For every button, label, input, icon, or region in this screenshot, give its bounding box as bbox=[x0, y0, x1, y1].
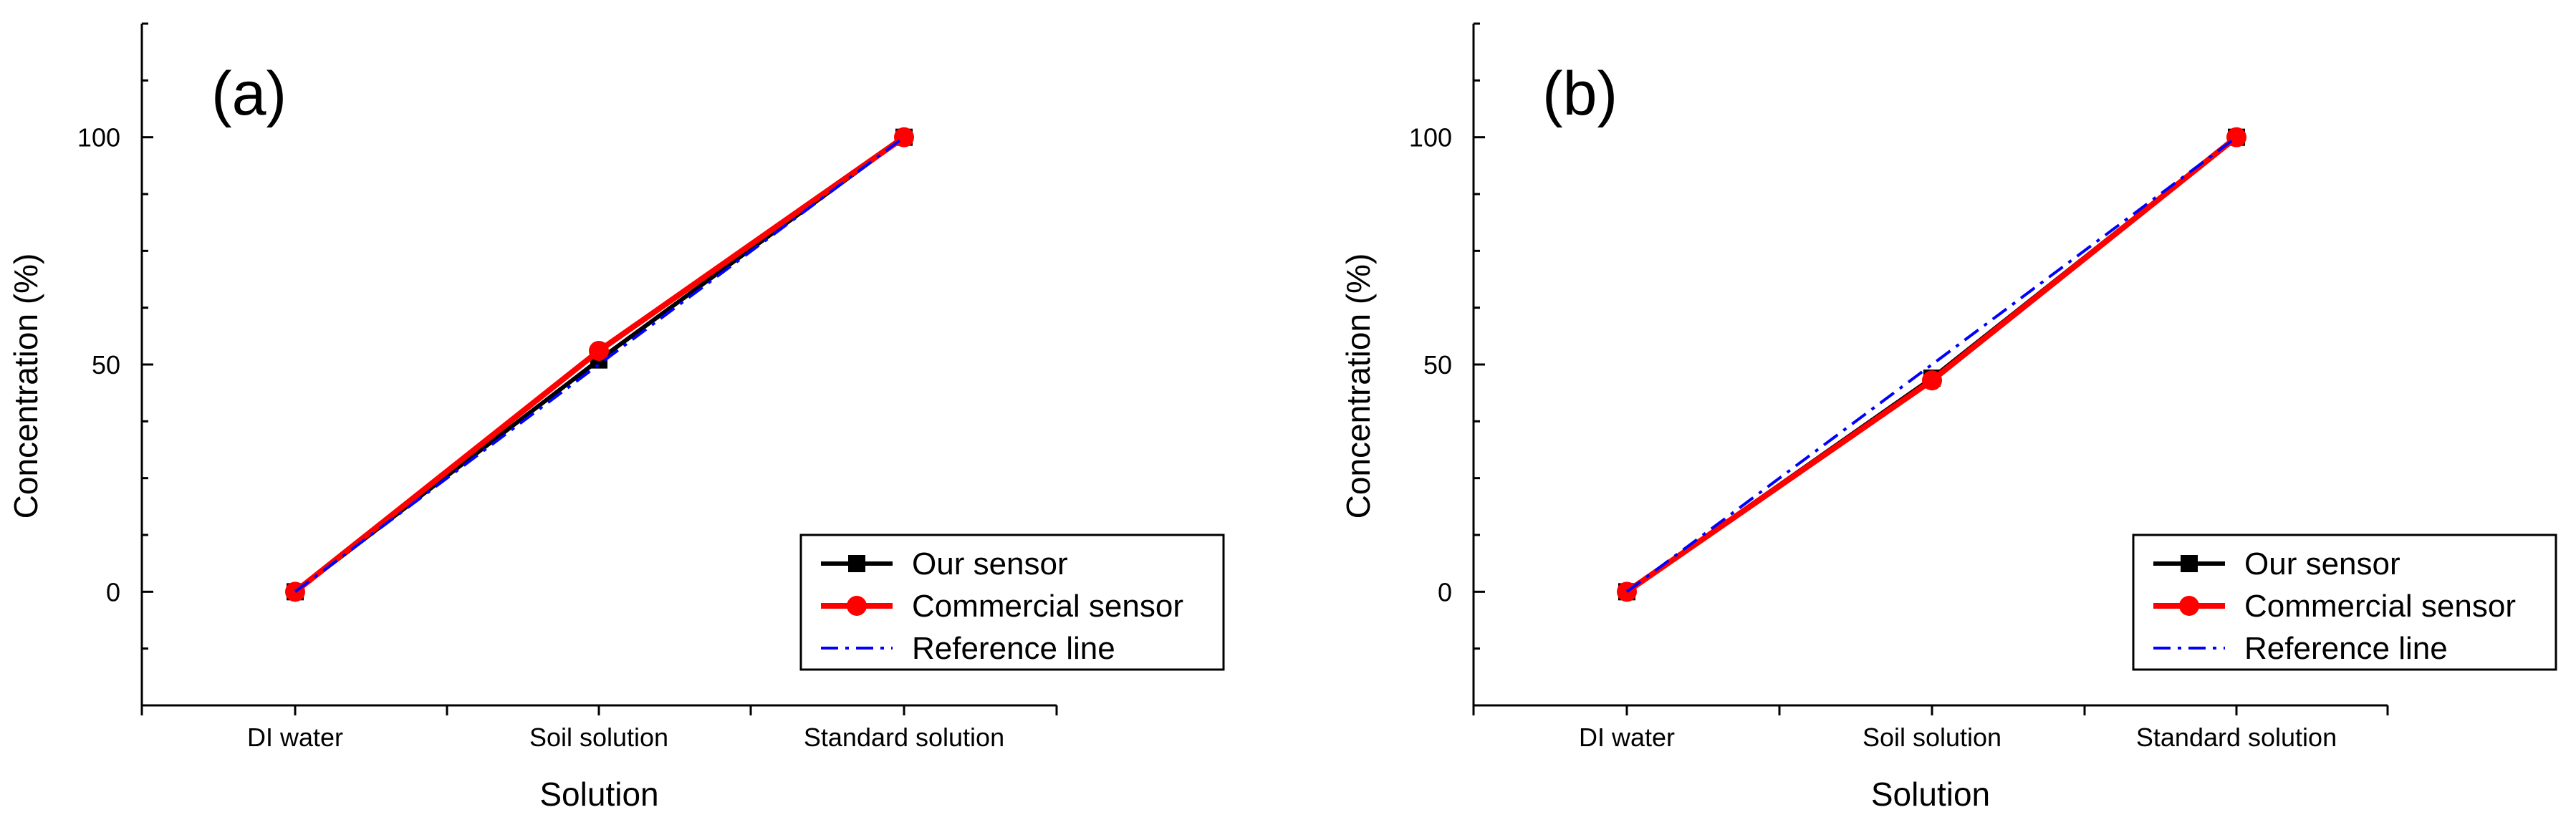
legend-label: Reference line bbox=[912, 631, 1115, 666]
x-tick-label: Soil solution bbox=[1863, 723, 2001, 752]
data-point-circle bbox=[589, 340, 609, 361]
legend: Our sensor Commercial sensor Reference lin… bbox=[2132, 534, 2557, 671]
legend-label: Commercial sensor bbox=[912, 589, 1183, 624]
y-tick-label: 50 bbox=[92, 350, 120, 380]
y-axis-title: Concentration (%) bbox=[7, 254, 44, 519]
y-tick-label: 0 bbox=[1438, 577, 1452, 607]
data-point-circle bbox=[894, 127, 914, 148]
legend-marker-square bbox=[2181, 555, 2198, 572]
x-axis-title: Solution bbox=[1871, 776, 1990, 813]
y-axis-title: Concentration (%) bbox=[1340, 254, 1377, 519]
series-line-reference-line bbox=[1625, 136, 2238, 593]
x-tick-label: Standard solution bbox=[804, 723, 1004, 752]
legend-marker-square bbox=[848, 555, 865, 572]
chart-panel-b: 0 50 100 DI water Soil solution Standard solu… bbox=[1340, 22, 2557, 813]
data-point-circle bbox=[1922, 370, 1942, 391]
y-tick-label: 50 bbox=[1423, 350, 1452, 380]
x-tick-label: DI water bbox=[247, 723, 343, 752]
x-tick-label: Soil solution bbox=[529, 723, 668, 752]
legend-label: Commercial sensor bbox=[2244, 589, 2516, 624]
legend-label: Our sensor bbox=[2244, 546, 2400, 581]
legend-label: Reference line bbox=[2244, 631, 2448, 666]
y-tick-label: 0 bbox=[106, 577, 120, 607]
panel-label: (a) bbox=[211, 59, 287, 128]
y-tick-label: 100 bbox=[1409, 123, 1452, 153]
x-tick-label: Standard solution bbox=[2136, 723, 2337, 752]
panel-label: (b) bbox=[1542, 59, 1618, 128]
legend-label: Our sensor bbox=[912, 546, 1068, 581]
legend-marker-circle bbox=[847, 596, 867, 616]
legend-marker-circle bbox=[2179, 596, 2199, 616]
legend: Our sensor Commercial sensor Reference lin… bbox=[799, 534, 1225, 671]
x-axis-title: Solution bbox=[539, 776, 658, 813]
x-tick-label: DI water bbox=[1579, 723, 1675, 752]
series-line-reference-line bbox=[294, 136, 905, 593]
chart-panel-a: 0 50 100 DI water Soil solution Standard solu… bbox=[7, 22, 1225, 813]
y-tick-label: 100 bbox=[77, 123, 120, 153]
